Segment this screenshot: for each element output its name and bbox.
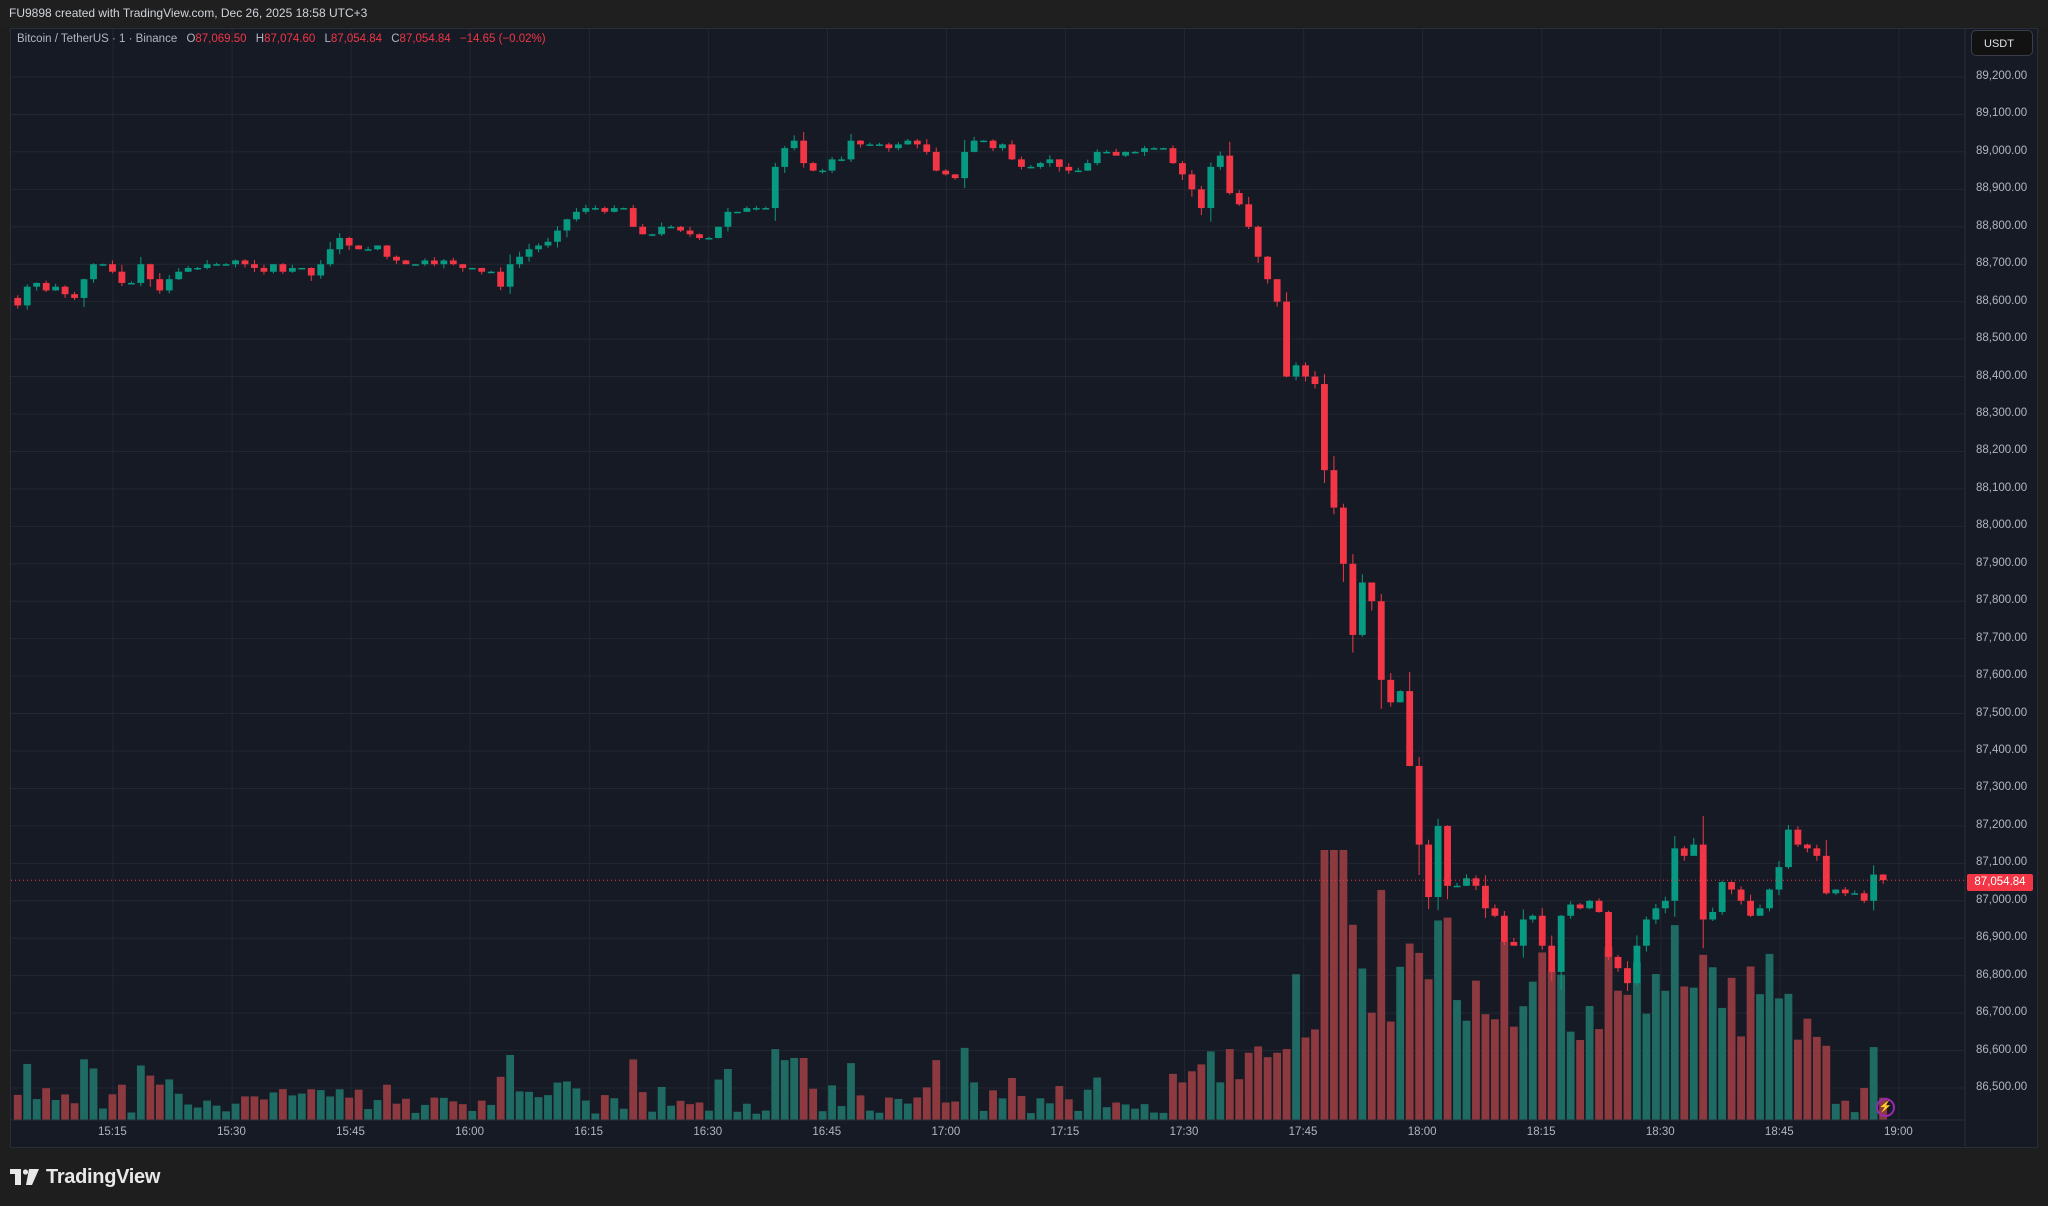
time-axis-label: 16:30 bbox=[693, 1126, 723, 1138]
price-axis-label: 88,800.00 bbox=[1976, 219, 2028, 232]
open-value: 87,069.50 bbox=[195, 33, 247, 45]
price-axis-label: 87,500.00 bbox=[1976, 706, 2028, 719]
time-axis-label: 18:45 bbox=[1764, 1126, 1794, 1138]
price-axis-label: 88,700.00 bbox=[1976, 257, 2028, 270]
time-axis-label: 15:45 bbox=[336, 1126, 365, 1138]
time-axis-label: 18:30 bbox=[1645, 1126, 1675, 1138]
price-axis-label: 87,200.00 bbox=[1976, 818, 2028, 831]
time-axis-label: 15:15 bbox=[98, 1126, 127, 1138]
high-value: 87,074.60 bbox=[264, 33, 316, 45]
time-axis-label: 15:30 bbox=[217, 1126, 246, 1138]
price-axis-label: 86,500.00 bbox=[1976, 1081, 2028, 1093]
price-axis-label: 89,000.00 bbox=[1976, 144, 2028, 157]
time-axis-label: 18:00 bbox=[1407, 1126, 1437, 1138]
price-axis-label: 88,400.00 bbox=[1976, 369, 2028, 382]
brand-name: TradingView bbox=[46, 1165, 161, 1188]
price-axis-label: 88,900.00 bbox=[1976, 182, 2028, 195]
price-axis-label: 87,100.00 bbox=[1976, 856, 2028, 869]
price-axis-label: 86,700.00 bbox=[1976, 1006, 2028, 1019]
price-axis-label: 89,200.00 bbox=[1976, 70, 2028, 82]
time-axis-label: 16:15 bbox=[574, 1126, 604, 1138]
high-label: H bbox=[255, 33, 265, 45]
tradingview-logo-icon bbox=[10, 1169, 39, 1185]
price-axis-label: 86,600.00 bbox=[1976, 1043, 2028, 1056]
currency-selector[interactable]: USDT bbox=[1971, 30, 2033, 56]
tradingview-logo[interactable]: TradingView bbox=[10, 1162, 160, 1192]
current-price-tag: 87,054.84 bbox=[1967, 874, 2033, 891]
price-axis-label: 87,600.00 bbox=[1976, 669, 2028, 682]
time-axis-label: 17:15 bbox=[1050, 1126, 1080, 1138]
price-axis-label: 87,300.00 bbox=[1976, 781, 2028, 794]
price-axis-label: 88,300.00 bbox=[1976, 407, 2028, 419]
symbol-legend: Bitcoin / TetherUS · 1 · Binance O87,069… bbox=[17, 33, 546, 45]
price-axis-label: 86,800.00 bbox=[1976, 968, 2028, 981]
price-axis-label: 87,000.00 bbox=[1976, 893, 2028, 906]
price-axis-label: 86,900.00 bbox=[1976, 931, 2028, 944]
time-axis-label: 17:00 bbox=[931, 1126, 961, 1138]
time-axis-label: 18:15 bbox=[1526, 1126, 1556, 1138]
close-value: 87,054.84 bbox=[399, 33, 451, 45]
price-axis-label: 88,000.00 bbox=[1976, 519, 2028, 532]
price-axis-label: 87,900.00 bbox=[1976, 556, 2028, 569]
price-axis-label: 87,700.00 bbox=[1976, 631, 2028, 644]
symbol-title[interactable]: Bitcoin / TetherUS · 1 · Binance bbox=[17, 33, 178, 45]
price-axis-label: 87,400.00 bbox=[1976, 744, 2028, 756]
price-axis-label: 88,200.00 bbox=[1976, 444, 2028, 457]
time-axis-label: 16:00 bbox=[455, 1126, 484, 1138]
price-axis-label: 88,600.00 bbox=[1976, 294, 2028, 307]
created-with-text: FU9898 created with TradingView.com, Dec… bbox=[9, 6, 368, 20]
change-value: −14.65 (−0.02%) bbox=[459, 33, 546, 45]
chart-header: FU9898 created with TradingView.com, Dec… bbox=[0, 0, 2048, 27]
open-label: O bbox=[186, 33, 196, 45]
low-label: L bbox=[324, 33, 331, 45]
time-axis-label: 19:00 bbox=[1884, 1126, 1913, 1138]
time-axis-label: 16:45 bbox=[812, 1126, 842, 1138]
lightning-icon[interactable]: ⚡ bbox=[1876, 1098, 1895, 1117]
price-axis-label: 88,100.00 bbox=[1976, 481, 2028, 494]
price-axis-label: 88,500.00 bbox=[1976, 332, 2028, 345]
time-axis-label: 17:45 bbox=[1288, 1126, 1318, 1138]
close-label: C bbox=[391, 33, 400, 45]
low-value: 87,054.84 bbox=[330, 33, 383, 45]
price-axis-label: 87,800.00 bbox=[1976, 594, 2028, 607]
price-axis-label: 89,100.00 bbox=[1976, 107, 2028, 120]
time-axis-label: 17:30 bbox=[1169, 1126, 1199, 1138]
